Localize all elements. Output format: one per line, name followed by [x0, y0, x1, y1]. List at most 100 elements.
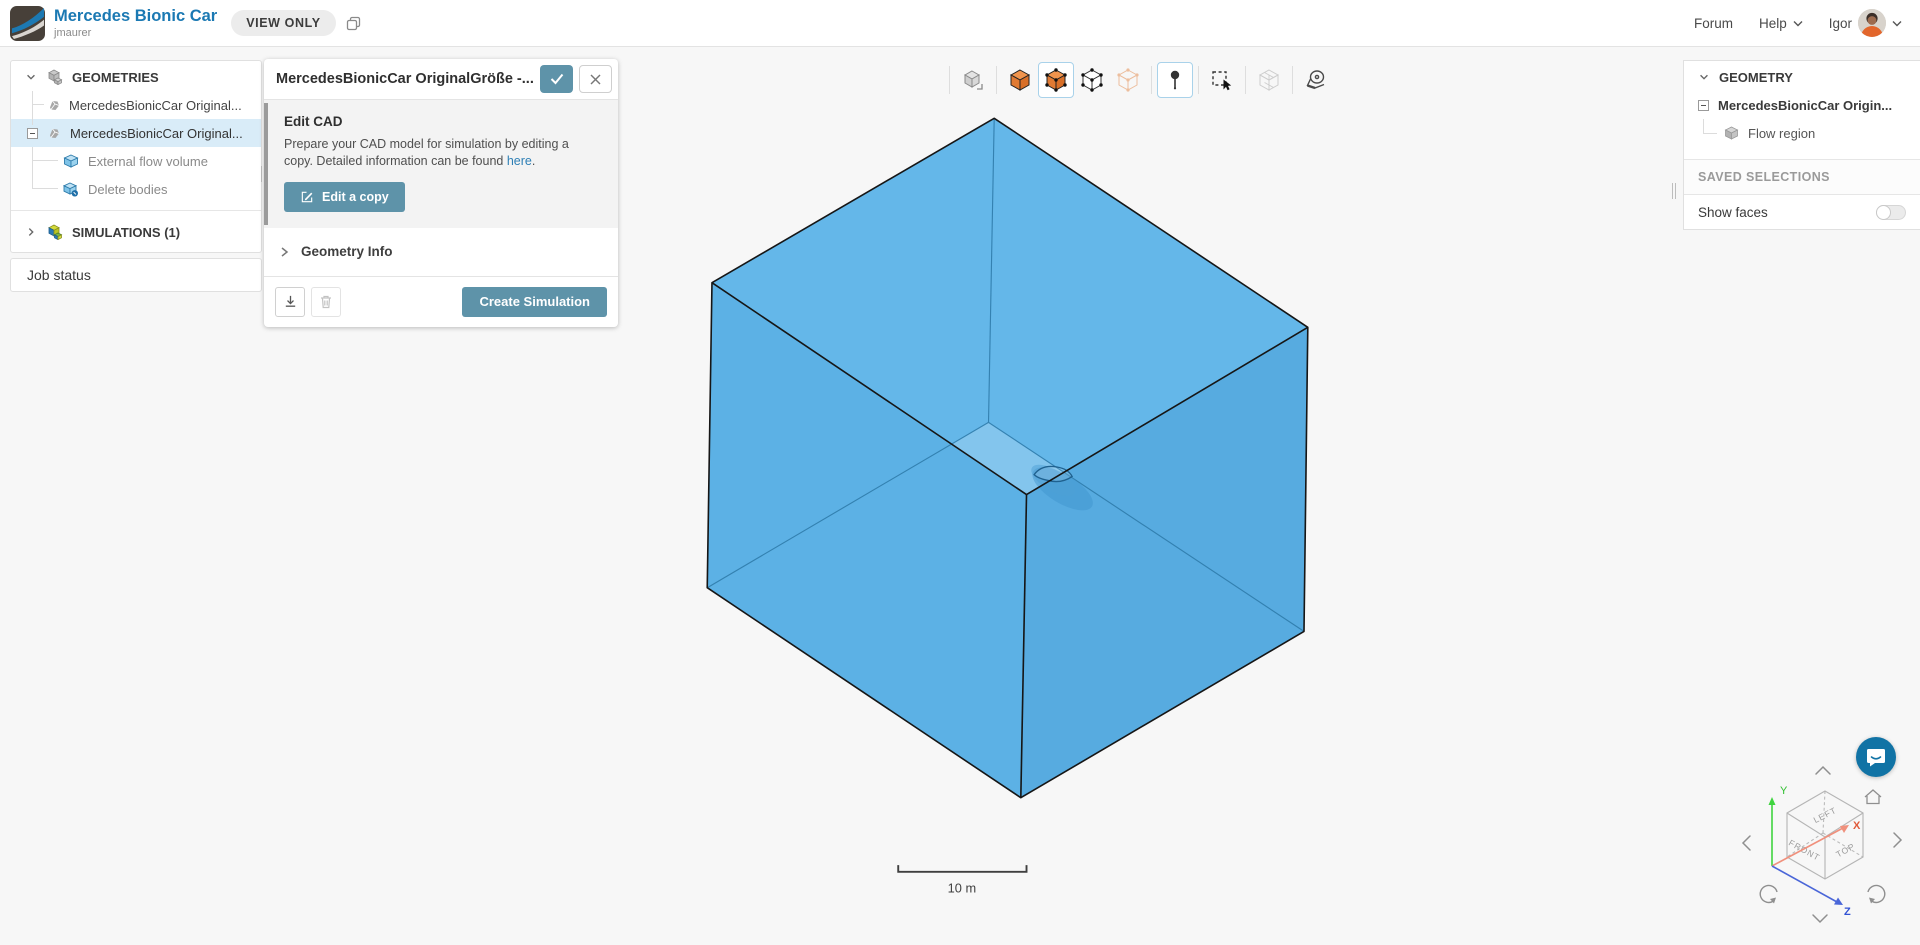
scale-bar: 10 m	[897, 865, 1028, 896]
collapse-expander[interactable]	[27, 127, 38, 139]
create-simulation-button[interactable]: Create Simulation	[462, 286, 607, 317]
tree-label: External flow volume	[88, 153, 208, 169]
face-label-left: LEFT	[1812, 805, 1839, 825]
tree-subitem-delete-bodies[interactable]: Delete bodies	[11, 175, 261, 203]
close-button[interactable]	[579, 65, 612, 93]
flow-volume-icon	[63, 154, 79, 168]
select-edge-icon[interactable]	[1074, 62, 1110, 98]
navigation-cube[interactable]: LEFT FRONT TOP Y X Z	[1740, 763, 1920, 943]
edit-icon	[301, 191, 313, 202]
tree-geometry-item[interactable]: MercedesBionicCar Original...	[11, 91, 261, 119]
delete-button	[311, 286, 341, 317]
rotate-ccw-icon	[1759, 884, 1778, 904]
svg-text:Y: Y	[1780, 785, 1788, 797]
forum-link[interactable]: Forum	[1693, 15, 1733, 31]
edit-a-copy-button[interactable]: Edit a copy	[284, 181, 405, 212]
geometry-info-expander[interactable]: Geometry Info	[264, 228, 618, 277]
delete-bodies-icon	[63, 182, 78, 196]
viewport-area: 10 m	[0, 47, 1920, 945]
clip-geometry-icon	[1251, 62, 1287, 98]
geometry-item-row[interactable]: MercedesBionicCar Origin...	[1684, 91, 1920, 119]
svg-text:X: X	[1853, 820, 1861, 832]
user-name: Igor	[1828, 15, 1852, 31]
home-icon	[1864, 789, 1882, 805]
show-faces-toggle[interactable]	[1876, 204, 1906, 220]
panel-title: MercedesBionicCar OriginalGröße -...	[276, 71, 534, 87]
rotate-ccw-arrow	[1770, 897, 1776, 904]
flow-region-icon	[1724, 126, 1739, 140]
help-menu[interactable]: Help	[1759, 16, 1803, 31]
saved-selections-header: SAVED SELECTIONS	[1684, 159, 1920, 195]
tree-label: Delete bodies	[88, 181, 168, 197]
svg-text:Z: Z	[1844, 906, 1851, 918]
avatar	[1858, 9, 1886, 37]
here-link[interactable]: here	[506, 153, 532, 168]
selection-panel: GEOMETRY MercedesBionicCar Origin... Flo…	[1672, 60, 1920, 230]
rotate-left-chevron	[1741, 835, 1751, 851]
viewer-toolbar	[944, 61, 1334, 99]
chevron-down-icon	[1892, 20, 1902, 26]
panel-resize-handle[interactable]	[1672, 183, 1676, 199]
project-owner: jmaurer	[54, 26, 92, 39]
copy-project-icon[interactable]	[346, 16, 361, 31]
close-icon	[590, 74, 601, 84]
rotate-down-chevron	[1812, 914, 1828, 924]
tree-geometries-header[interactable]: GEOMETRIES	[11, 63, 261, 91]
part-icon	[50, 100, 60, 110]
chevron-down-icon	[1700, 74, 1708, 80]
axes-triad: Y X Z	[1768, 785, 1861, 918]
flow-volume-cube	[706, 117, 1309, 799]
tree-subitem-external-flow-volume[interactable]: External flow volume	[11, 147, 261, 175]
part-icon	[50, 128, 60, 138]
view-cube-icon[interactable]	[955, 62, 991, 98]
collapse-expander[interactable]	[1698, 99, 1709, 111]
geometry-edit-panel: MercedesBionicCar OriginalGröße -... Edi…	[264, 59, 618, 327]
tree-label: MercedesBionicCar Original...	[69, 97, 242, 113]
rotate-up-chevron	[1815, 765, 1831, 775]
app-logo[interactable]	[10, 5, 45, 41]
download-button[interactable]	[275, 286, 305, 317]
tree-geometry-item-selected[interactable]: MercedesBionicCar Original...	[11, 119, 261, 147]
app-header: Mercedes Bionic Car jmaurer VIEW ONLY Fo…	[0, 0, 1920, 47]
select-face-icon[interactable]	[1038, 62, 1074, 98]
geometry-header-row[interactable]: GEOMETRY	[1684, 63, 1920, 91]
rotate-right-chevron	[1893, 832, 1903, 848]
user-menu[interactable]: Igor	[1829, 9, 1902, 37]
trash-icon	[321, 296, 331, 309]
tree-simulations-header[interactable]: SIMULATIONS (1)	[11, 217, 261, 247]
geometries-icon	[48, 69, 63, 85]
edit-cad-heading: Edit CAD	[284, 114, 343, 129]
download-icon	[285, 296, 295, 308]
tree-label: SIMULATIONS (1)	[72, 224, 181, 240]
project-title: Mercedes Bionic Car	[54, 7, 218, 26]
rotate-cw-icon	[1867, 884, 1886, 904]
face-label-top: TOP	[1834, 841, 1857, 860]
3d-viewport[interactable]: 10 m	[0, 47, 1920, 945]
chat-button[interactable]	[1856, 737, 1896, 777]
panel-scrollbar[interactable]	[264, 103, 268, 225]
tree-label: GEOMETRIES	[72, 69, 159, 85]
view-only-badge: VIEW ONLY	[231, 10, 336, 36]
probe-point-icon[interactable]	[1157, 62, 1193, 98]
chevron-down-icon	[27, 74, 35, 80]
scale-label: 10 m	[948, 881, 976, 896]
show-faces-row: Show faces	[1684, 195, 1920, 229]
accept-button[interactable]	[540, 65, 573, 93]
job-status-panel[interactable]: Job status	[10, 258, 262, 292]
select-vertex-icon	[1110, 62, 1146, 98]
check-icon	[550, 73, 563, 85]
car-model	[1031, 464, 1093, 511]
orientation-cube	[1786, 790, 1864, 880]
rotate-cw-arrow	[1869, 897, 1875, 904]
chevron-down-icon	[1793, 20, 1803, 26]
chat-bubble-icon	[1867, 749, 1885, 767]
box-select-icon[interactable]	[1204, 62, 1240, 98]
edit-cad-description: Prepare your CAD model for simulation by…	[284, 137, 569, 168]
flow-region-row[interactable]: Flow region	[1684, 119, 1920, 147]
select-volume-icon[interactable]	[1002, 62, 1038, 98]
simulations-icon	[48, 224, 63, 240]
tree-label: MercedesBionicCar Original...	[70, 125, 243, 141]
scene-tree-panel: GEOMETRIES MercedesBionicCar Original...…	[10, 60, 265, 253]
measure-icon[interactable]	[1298, 62, 1334, 98]
job-status-label: Job status	[27, 267, 91, 283]
